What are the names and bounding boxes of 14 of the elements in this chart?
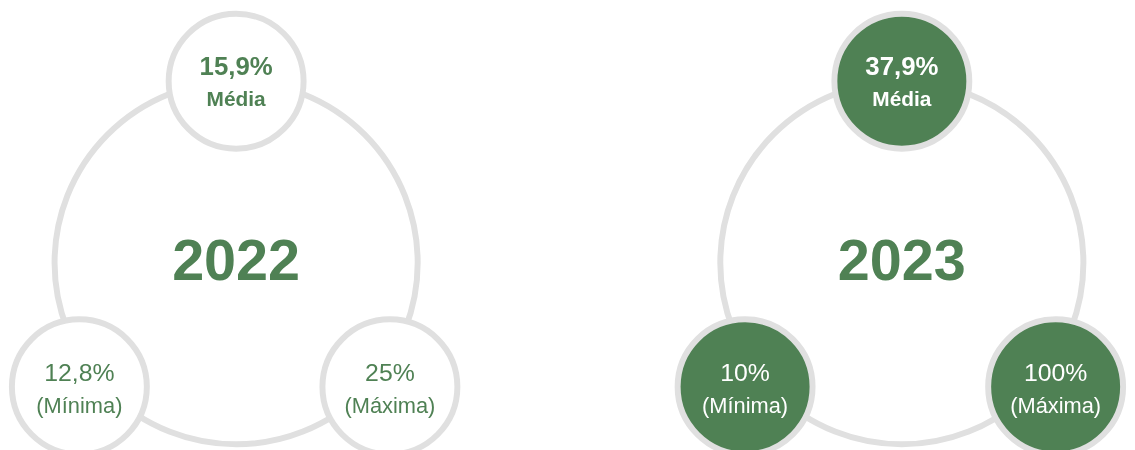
data-label: 37,9% — [865, 52, 939, 81]
text: 2023 — [837, 227, 966, 292]
data-label: 10% — [720, 358, 770, 386]
data-label: 100% — [1023, 358, 1088, 386]
category-label: Média — [206, 87, 267, 111]
category-label: Média — [872, 87, 932, 111]
data-label: 25% — [365, 358, 415, 386]
text: 2022 — [172, 227, 301, 292]
category-label: (Máxima) — [1010, 392, 1102, 418]
data-label: 15,9% — [199, 52, 273, 81]
data-label: 12,8% — [44, 358, 115, 386]
category-label: (Mínima) — [702, 392, 789, 418]
category-label: (Mínima) — [36, 392, 123, 418]
category-label: (Máxima) — [344, 392, 436, 418]
